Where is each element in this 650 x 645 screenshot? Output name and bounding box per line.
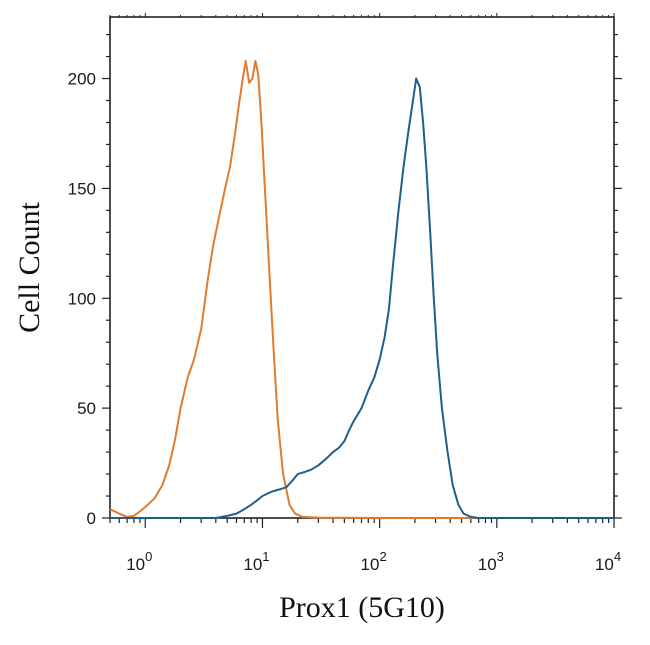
x-tick-label: 100: [126, 549, 152, 574]
x-tick-exponent: 2: [379, 549, 386, 564]
x-axis-title: Prox1 (5G10): [279, 591, 445, 624]
plot-frame: [109, 16, 615, 519]
histogram-series-1: [109, 59, 614, 519]
y-tick-label: 200: [68, 70, 96, 89]
x-tick-base: 10: [595, 555, 614, 574]
series-layer: [109, 59, 614, 519]
x-tick-label: 101: [243, 549, 269, 574]
y-tick-label: 50: [77, 399, 96, 418]
x-tick-exponent: 4: [614, 549, 621, 564]
x-tick-exponent: 3: [497, 549, 504, 564]
x-tick-label: 104: [595, 549, 621, 574]
x-tick-label: 103: [478, 549, 504, 574]
x-tick-base: 10: [243, 555, 262, 574]
plot-area: [109, 16, 615, 519]
x-tick-base: 10: [126, 555, 145, 574]
y-axis-title: Cell Count: [13, 201, 46, 333]
y-tick-label: 100: [68, 289, 96, 308]
y-tick-label: 0: [87, 509, 96, 528]
x-tick-base: 10: [478, 555, 497, 574]
x-axis-ticks: 100 101 102 103 104: [109, 13, 621, 574]
histogram-series-2: [110, 77, 614, 519]
y-axis-ticks: 0 50 100 150 200: [68, 33, 622, 528]
y-tick-label: 150: [68, 179, 96, 198]
x-tick-exponent: 1: [262, 549, 269, 564]
x-tick-exponent: 0: [145, 549, 152, 564]
x-tick-label: 102: [361, 549, 387, 574]
x-tick-base: 10: [361, 555, 380, 574]
